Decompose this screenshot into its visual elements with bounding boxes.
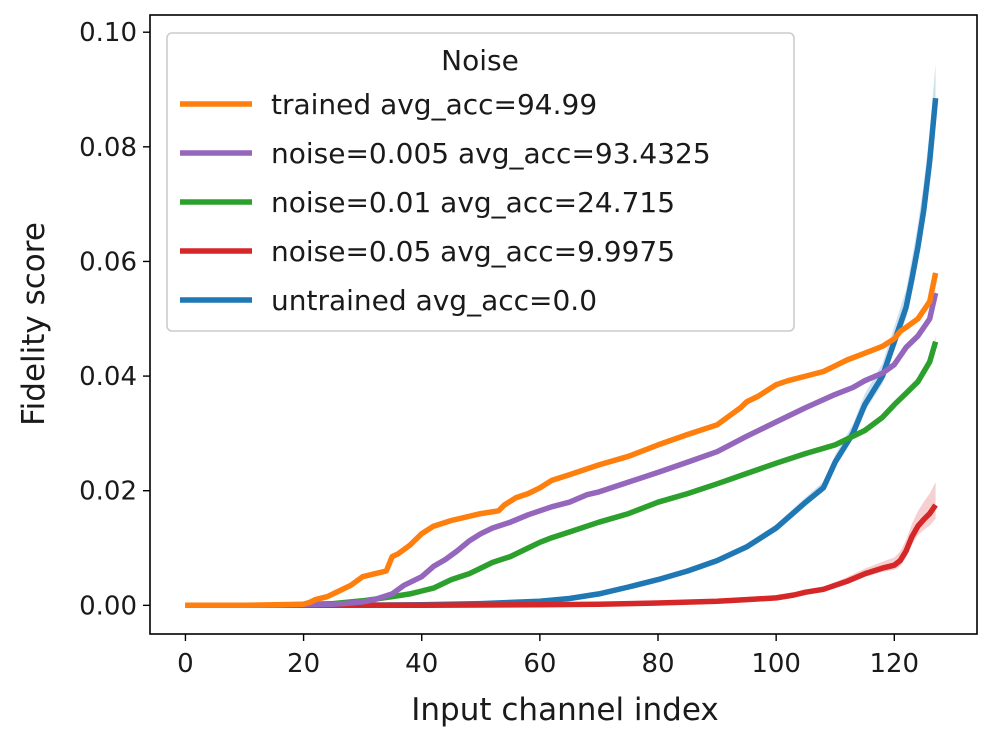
x-tick-label: 100 [751,649,801,679]
legend-label-4: untrained avg_acc=0.0 [271,284,597,317]
series-line-1 [185,292,939,609]
series-line-0 [185,272,939,609]
x-tick-label: 20 [287,649,320,679]
y-tick-label: 0.04 [79,362,137,392]
x-axis-label: Input channel index [411,692,718,728]
x-axis-ticks: 0 20 40 60 80 100 120 [177,634,919,679]
y-tick-label: 0.06 [79,247,137,277]
x-tick-label: 40 [405,649,438,679]
y-axis-label: Fidelity score [16,222,52,426]
x-tick-label: 0 [177,649,194,679]
x-tick-label: 60 [523,649,556,679]
x-tick-label: 80 [641,649,674,679]
series-line-2 [185,340,939,609]
series-band-2 [185,336,936,606]
y-tick-label: 0.00 [79,591,137,621]
legend-label-0: trained avg_acc=94.99 [271,88,597,121]
y-tick-label: 0.02 [79,477,137,507]
series-lines [185,97,939,609]
legend-label-1: noise=0.005 avg_acc=93.4325 [271,137,711,170]
series-line-3 [185,503,938,609]
y-tick-label: 0.08 [79,133,137,163]
legend: Noise trained avg_acc=94.99 noise=0.005 a… [166,32,795,332]
y-tick-label: 0.10 [79,18,137,48]
legend-title: Noise [441,44,519,77]
legend-box [166,32,795,332]
plot-frame [149,14,978,635]
legend-items: trained avg_acc=94.99 noise=0.005 avg_acc… [180,88,711,317]
legend-label-3: noise=0.05 avg_acc=9.9975 [271,235,675,268]
y-axis-ticks: 0.00 0.02 0.04 0.06 0.08 0.10 [79,18,150,621]
x-tick-label: 120 [869,649,919,679]
legend-label-2: noise=0.01 avg_acc=24.715 [271,186,675,219]
series-line-4 [185,97,939,609]
